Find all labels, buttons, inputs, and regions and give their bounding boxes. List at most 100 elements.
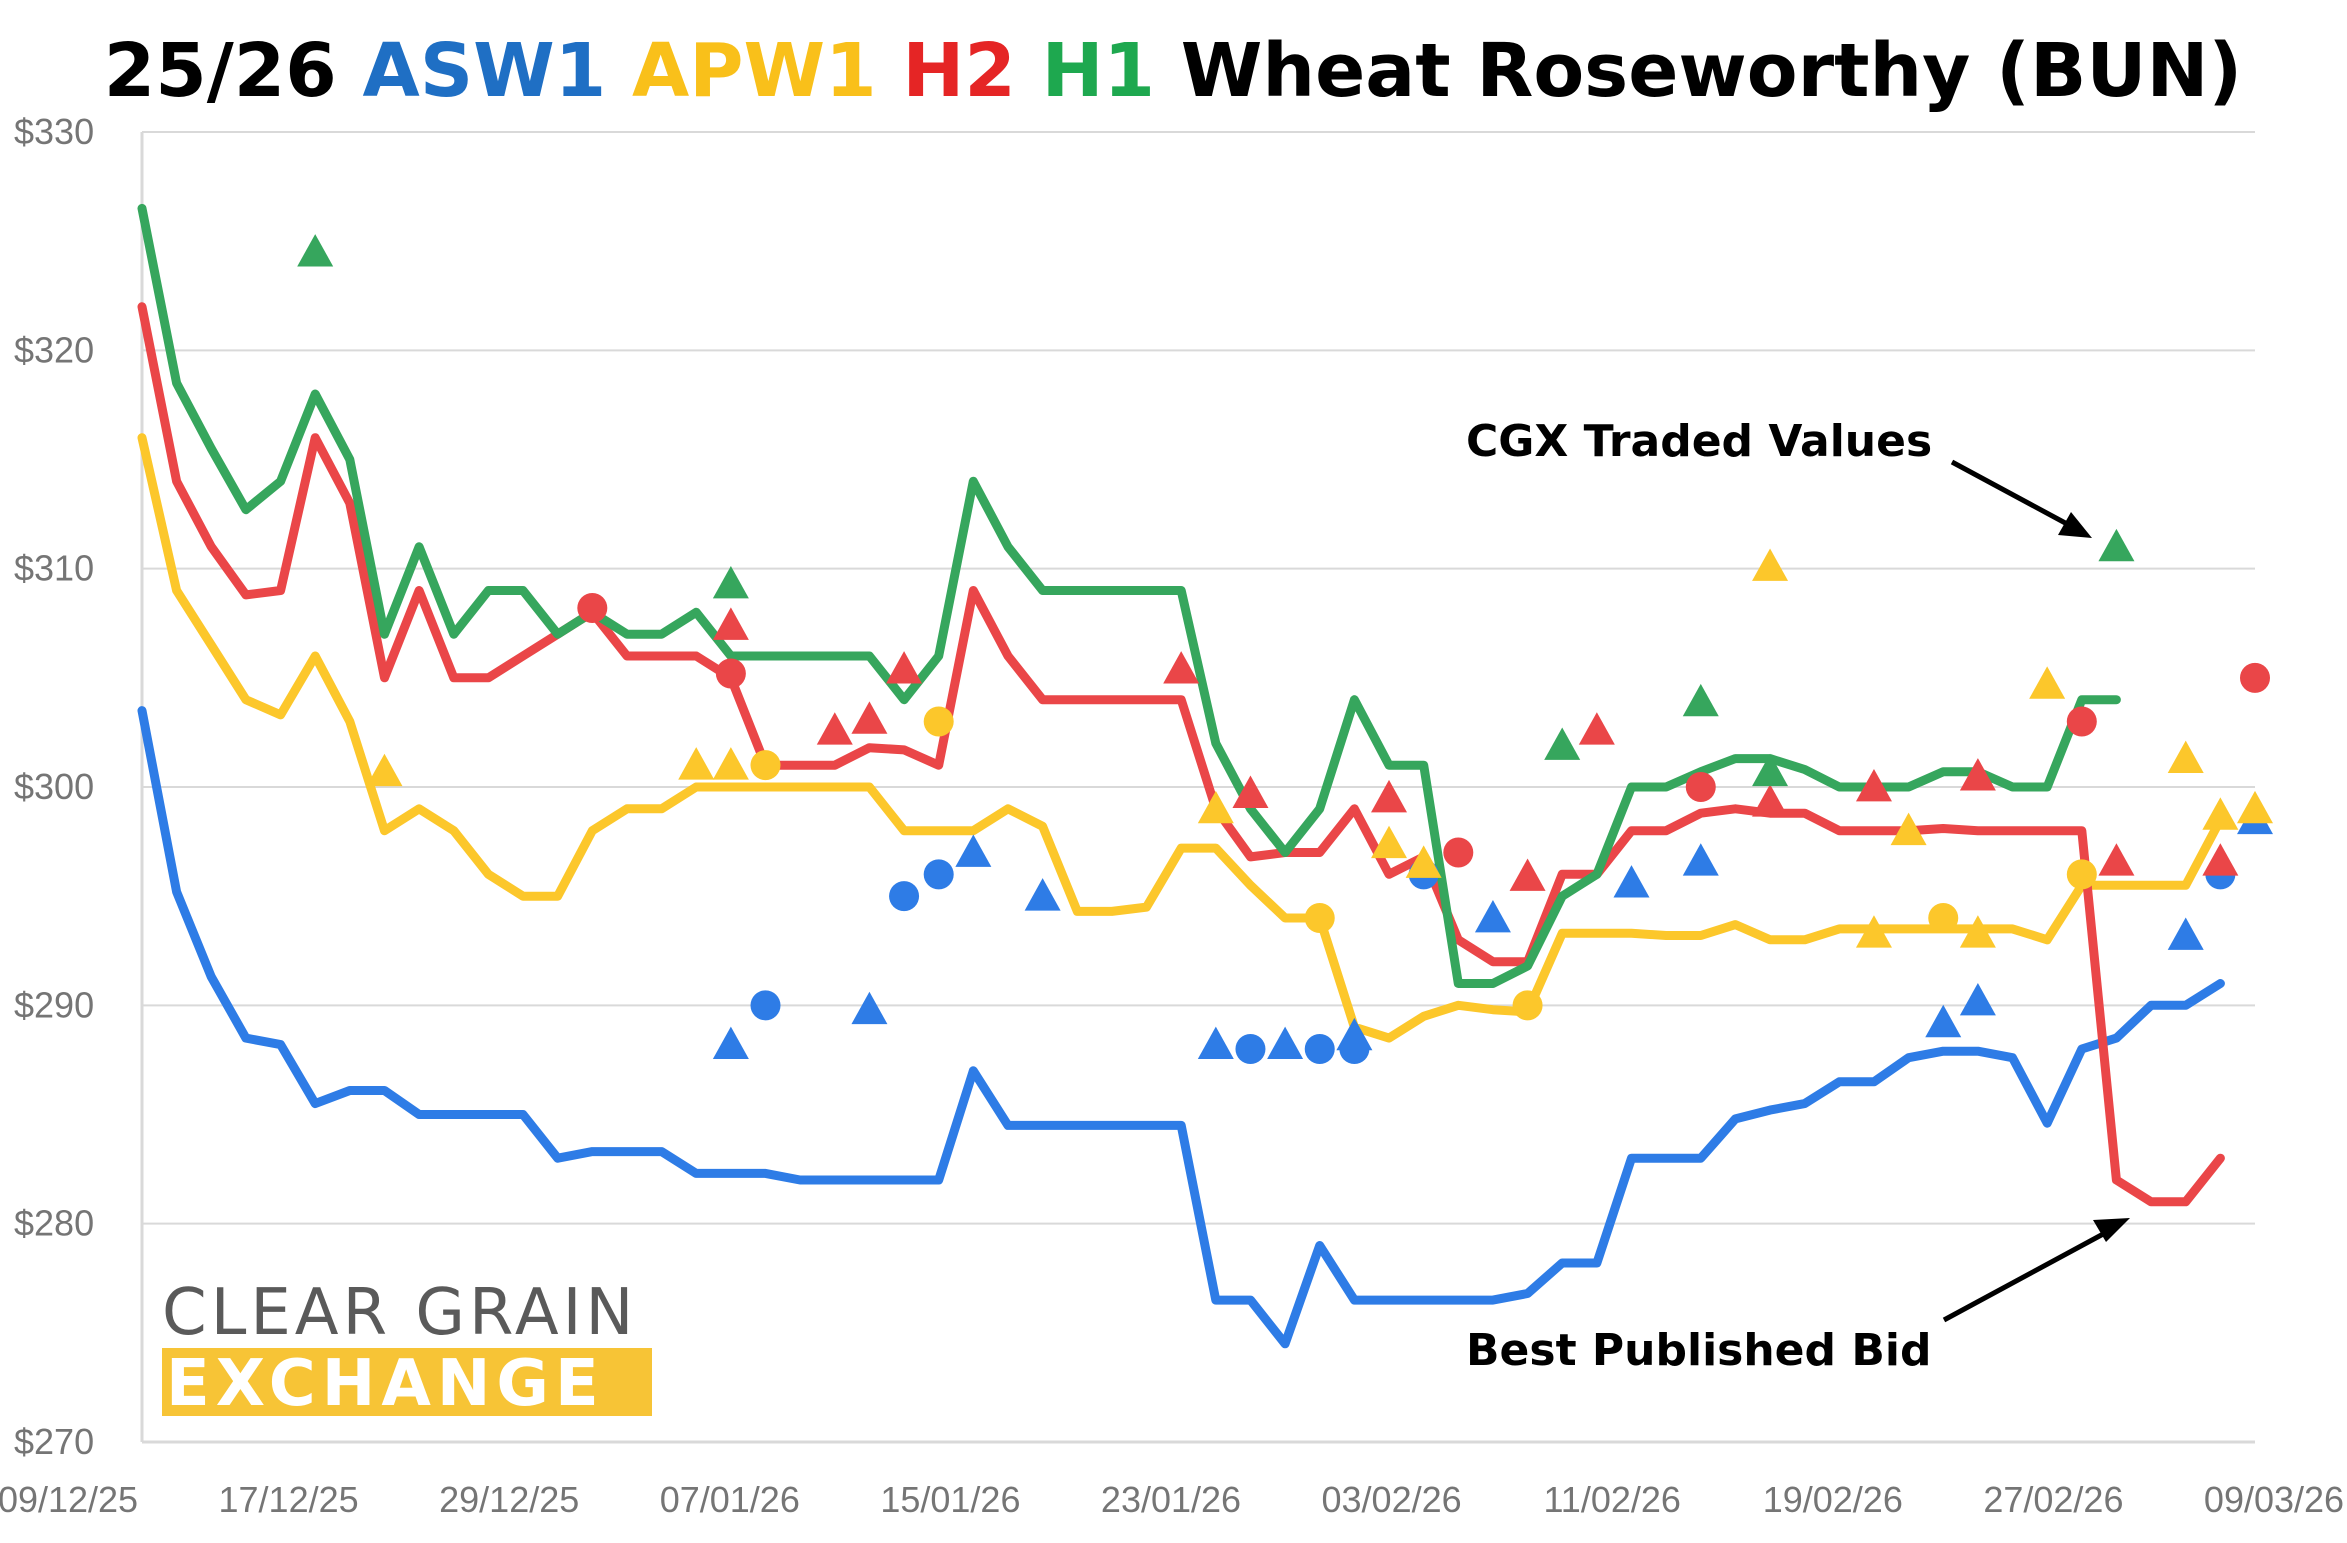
traded-triangle-asw1 <box>1959 982 1996 1016</box>
traded-triangle-asw1 <box>2167 917 2204 950</box>
y-axis-ticks: $270 $280 $290 $300 $310 $320 $330 <box>14 111 94 1462</box>
annotation-traded-values: CGX Traded Values <box>1466 416 1932 467</box>
traded-triangle-h2 <box>1509 858 1546 891</box>
traded-circle-asw1 <box>1235 1034 1266 1064</box>
traded-circle-asw1 <box>889 881 920 912</box>
traded-circle-h2 <box>715 658 746 689</box>
traded-triangle-apw1 <box>1959 915 1996 948</box>
traded-triangle-apw1 <box>2167 740 2204 774</box>
clear-grain-exchange-logo: CLEAR GRAIN EXCHANGE <box>162 1276 652 1421</box>
logo-line1: CLEAR GRAIN <box>162 1276 637 1350</box>
annotation-best-bid: Best Published Bid <box>1466 1325 1931 1376</box>
traded-triangle-h1 <box>2098 528 2135 562</box>
traded-triangle-apw1 <box>2237 790 2273 824</box>
series-line-apw1 <box>137 433 2225 1043</box>
x-tick-label: 15/01/26 <box>880 1479 1020 1520</box>
title-asw1: ASW1 <box>363 28 607 114</box>
traded-triangle-h1 <box>1752 753 1789 787</box>
chart-title: 25/26 ASW1 APW1 H2 H1 Wheat Roseworthy (… <box>104 28 2242 114</box>
arrow-traded <box>1950 459 2084 535</box>
traded-triangle-h2 <box>1163 651 1200 684</box>
traded-circle-h2 <box>2240 662 2270 693</box>
traded-triangle-apw1 <box>678 747 715 780</box>
traded-circle-h2 <box>1685 772 1716 802</box>
x-tick-label: 11/02/26 <box>1543 1479 1680 1520</box>
gridlines <box>140 131 2255 1444</box>
traded-circle-apw1 <box>1304 903 1335 933</box>
logo-line2: EXCHANGE <box>166 1347 605 1421</box>
y-tick-label: $310 <box>14 548 94 589</box>
traded-triangle-asw1 <box>955 834 992 867</box>
arrowhead-traded <box>2058 512 2092 538</box>
traded-circle-apw1 <box>1928 903 1959 933</box>
traded-triangle-h2 <box>816 712 853 745</box>
traded-triangle-h2 <box>712 607 749 640</box>
traded-triangle-apw1 <box>1405 845 1442 878</box>
traded-triangle-h1 <box>712 565 749 599</box>
traded-triangle-apw1 <box>1197 790 1234 824</box>
y-tick-label: $290 <box>14 984 94 1025</box>
traded-triangle-h2 <box>1371 779 1408 813</box>
traded-triangle-asw1 <box>1197 1026 1234 1060</box>
title-h1: H1 <box>1042 28 1155 114</box>
traded-triangle-h2 <box>1959 758 1996 791</box>
x-tick-label: 09/12/25 <box>0 1479 138 1520</box>
traded-circle-h2 <box>1443 837 1474 868</box>
traded-circle-h2 <box>2066 706 2097 737</box>
series-line-h2 <box>137 302 2225 1207</box>
title-prefix: 25/26 <box>104 28 337 114</box>
traded-triangle-h2 <box>851 701 888 734</box>
y-tick-label: $270 <box>14 1421 94 1462</box>
traded-circle-apw1 <box>923 706 954 737</box>
x-axis-ticks: 09/12/25 17/12/25 29/12/25 07/01/26 15/01/26… <box>0 1479 2344 1520</box>
traded-triangle-apw1 <box>2029 666 2066 699</box>
traded-triangle-apw1 <box>1371 825 1408 859</box>
traded-triangle-h2 <box>2202 843 2239 876</box>
y-tick-label: $320 <box>14 329 94 370</box>
traded-triangle-h1 <box>297 234 334 267</box>
title-suffix: Wheat Roseworthy (BUN) <box>1181 28 2242 114</box>
traded-circle-asw1 <box>923 859 954 890</box>
x-tick-label: 09/03/26 <box>2204 1479 2344 1520</box>
traded-triangle-h2 <box>1855 769 1892 802</box>
traded-triangle-apw1 <box>1855 915 1892 948</box>
traded-triangle-h1 <box>1544 727 1581 760</box>
traded-triangle-apw1 <box>1890 812 1927 846</box>
traded-triangle-apw1 <box>366 753 403 787</box>
traded-circle-apw1 <box>2066 859 2097 890</box>
y-tick-label: $280 <box>14 1203 94 1244</box>
traded-triangle-h1 <box>1682 683 1719 717</box>
x-tick-label: 07/01/26 <box>660 1479 800 1520</box>
logo-underline <box>162 1348 652 1416</box>
x-tick-label: 29/12/25 <box>439 1479 579 1520</box>
y-tick-label: $330 <box>14 111 94 152</box>
traded-triangle-h2 <box>1578 712 1615 745</box>
traded-triangle-h2 <box>2098 843 2135 876</box>
traded-triangle-h2 <box>886 651 923 684</box>
traded-circle-h2 <box>577 592 608 623</box>
traded-triangle-asw1 <box>1267 1026 1304 1060</box>
traded-triangle-asw1 <box>1024 878 1061 911</box>
traded-triangle-apw1 <box>712 747 749 780</box>
traded-triangle-asw1 <box>1613 865 1650 898</box>
title-h2: H2 <box>902 28 1015 114</box>
series-markers <box>297 234 2273 1064</box>
series-line-h1 <box>137 203 2121 988</box>
x-tick-label: 19/02/26 <box>1763 1479 1903 1520</box>
traded-triangle-apw1 <box>1752 548 1789 581</box>
x-tick-label: 23/01/26 <box>1101 1479 1241 1520</box>
traded-triangle-asw1 <box>712 1026 749 1060</box>
x-tick-label: 17/12/25 <box>219 1479 359 1520</box>
x-tick-label: 03/02/26 <box>1322 1479 1462 1520</box>
title-apw1: APW1 <box>632 28 877 114</box>
traded-circle-apw1 <box>750 750 781 781</box>
series-line-asw1 <box>137 706 2225 1349</box>
traded-circle-apw1 <box>1512 990 1543 1021</box>
x-tick-label: 27/02/26 <box>1983 1479 2123 1520</box>
traded-triangle-asw1 <box>851 991 888 1025</box>
y-tick-label: $300 <box>14 766 94 807</box>
traded-triangle-apw1 <box>2202 797 2239 830</box>
traded-triangle-h2 <box>1232 775 1269 808</box>
traded-triangle-asw1 <box>1474 900 1511 933</box>
